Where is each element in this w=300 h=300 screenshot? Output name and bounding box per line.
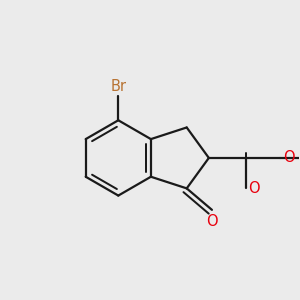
Text: O: O	[249, 181, 260, 196]
Text: O: O	[284, 150, 295, 165]
Text: Br: Br	[110, 80, 126, 94]
Text: O: O	[206, 214, 218, 229]
